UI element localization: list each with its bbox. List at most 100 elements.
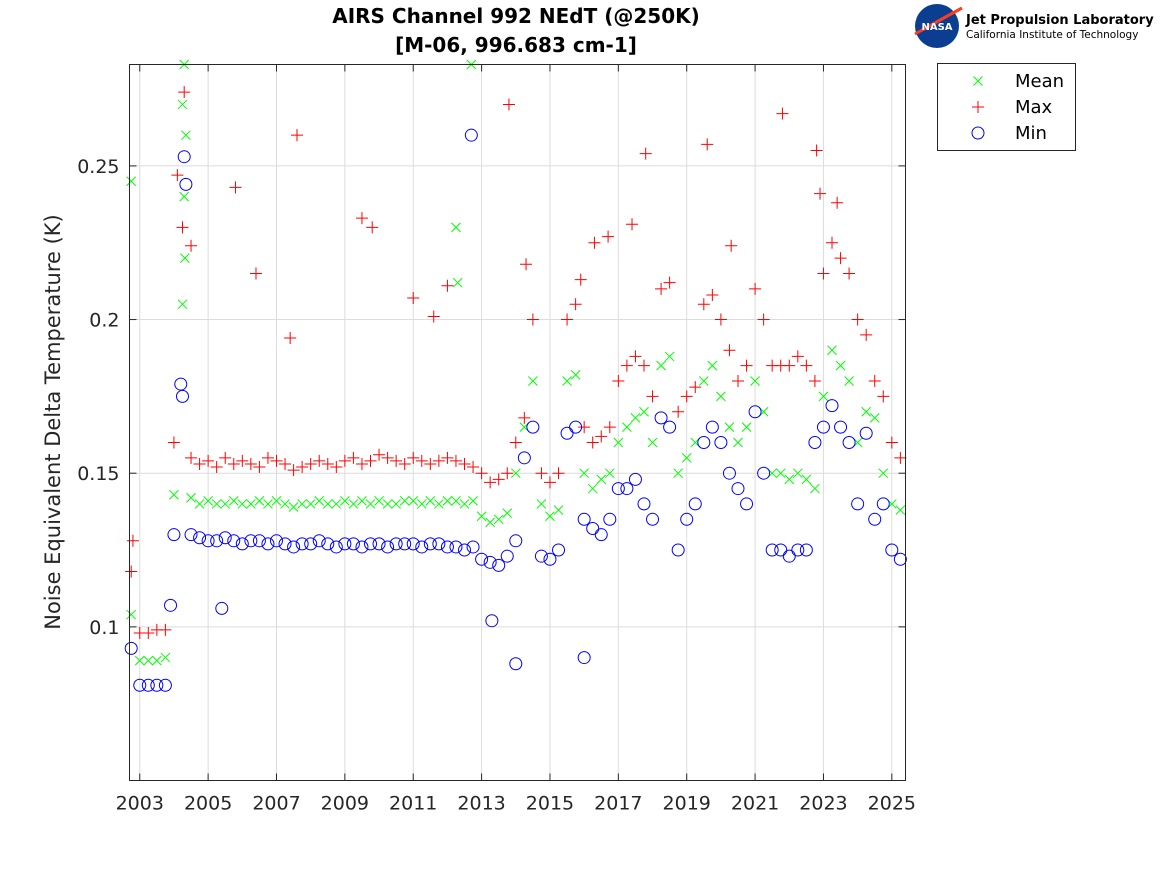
x-tick-label: 2011 xyxy=(389,793,437,815)
y-axis-label: Noise Equivalent Delta Temperature (K) xyxy=(41,214,65,630)
min-point xyxy=(543,552,557,566)
min-point xyxy=(252,534,266,548)
max-point xyxy=(125,565,138,578)
min-point xyxy=(654,411,668,425)
min-point xyxy=(757,466,771,480)
min-point xyxy=(569,420,583,434)
x-tick-label: 2017 xyxy=(594,793,642,815)
max-point xyxy=(313,454,326,467)
mean-point xyxy=(545,511,555,522)
min-point xyxy=(278,537,292,551)
mean-point xyxy=(656,360,666,371)
max-outlier-point xyxy=(602,230,615,243)
mean-point xyxy=(810,483,820,494)
max-point xyxy=(655,282,668,295)
max-point xyxy=(543,476,556,489)
min-outlier-point xyxy=(215,601,229,615)
min-point xyxy=(808,435,822,449)
mean-point xyxy=(707,360,718,371)
mean-point xyxy=(459,499,470,509)
mean-point xyxy=(288,502,299,512)
min-point xyxy=(235,537,249,551)
legend-item-max[interactable]: Max xyxy=(972,97,1053,118)
max-outlier-point xyxy=(355,212,368,225)
max-point xyxy=(868,375,881,388)
max-point xyxy=(364,454,377,467)
mean-point xyxy=(254,496,265,506)
mean-point xyxy=(408,496,419,506)
x-tick-label: 2015 xyxy=(526,793,574,815)
max-point xyxy=(279,457,292,470)
mean-point xyxy=(280,499,290,509)
max-point xyxy=(637,359,650,372)
mean-point xyxy=(160,652,171,663)
mean-point xyxy=(604,468,615,479)
max-point xyxy=(219,451,232,464)
legend-item-min[interactable]: Min xyxy=(971,123,1047,144)
max-point xyxy=(749,282,762,295)
chart-title-line-1: AIRS Channel 992 NEdT (@250K) xyxy=(332,4,700,28)
jpl-subtitle: California Institute of Technology xyxy=(966,29,1138,41)
max-outlier-point xyxy=(185,239,198,252)
max-point xyxy=(603,421,616,434)
mean-outlier-point xyxy=(126,176,137,187)
max-point xyxy=(595,430,608,443)
max-point xyxy=(185,451,198,464)
min-point xyxy=(466,540,480,554)
max-point xyxy=(287,464,300,477)
mean-point xyxy=(716,391,726,402)
min-point xyxy=(697,435,711,449)
min-point xyxy=(193,531,207,545)
min-point xyxy=(261,537,275,551)
mean-point xyxy=(391,499,401,509)
min-point xyxy=(782,549,796,563)
x-tick-label: 2023 xyxy=(799,793,847,815)
max-outlier-point xyxy=(178,86,191,99)
min-point xyxy=(346,537,360,551)
max-outlier-point xyxy=(520,258,533,271)
mean-point xyxy=(485,517,496,528)
max-point xyxy=(877,390,890,403)
max-outlier-point xyxy=(291,129,304,142)
max-point xyxy=(492,473,505,486)
x-tick-label: 2007 xyxy=(252,793,300,815)
mean-point xyxy=(562,376,572,386)
max-point xyxy=(885,436,898,449)
mean-point xyxy=(220,499,231,509)
min-point xyxy=(577,512,591,526)
min-outlier-point xyxy=(177,150,191,164)
series-max xyxy=(125,86,907,639)
mean-point xyxy=(348,499,359,509)
max-point xyxy=(526,313,539,326)
legend-item-mean[interactable]: Mean xyxy=(973,71,1065,92)
legend[interactable]: Mean Max Min xyxy=(937,63,1076,151)
mean-point xyxy=(835,360,846,371)
mean-point xyxy=(579,468,590,479)
min-point xyxy=(381,540,395,554)
max-point xyxy=(834,252,847,265)
legend-marker-min xyxy=(971,126,985,140)
min-point xyxy=(372,537,386,551)
max-point xyxy=(663,276,676,289)
max-point xyxy=(390,454,403,467)
min-point xyxy=(415,540,429,554)
max-point xyxy=(449,454,462,467)
mean-point xyxy=(801,474,812,485)
min-point xyxy=(398,537,412,551)
min-point xyxy=(722,466,736,480)
mean-outlier-point xyxy=(177,299,188,310)
mean-point xyxy=(425,496,436,506)
mean-point xyxy=(664,351,675,362)
max-outlier-point xyxy=(725,239,738,252)
max-outlier-point xyxy=(249,267,262,280)
min-outlier-point xyxy=(485,614,499,628)
mean-point xyxy=(434,499,444,509)
mean-point xyxy=(468,496,478,506)
mean-point xyxy=(365,499,376,509)
y-tick-label: 0.25 xyxy=(77,156,119,178)
mean-point xyxy=(169,489,179,500)
max-point xyxy=(441,451,454,464)
mean-point xyxy=(502,508,513,519)
min-point xyxy=(586,522,600,536)
